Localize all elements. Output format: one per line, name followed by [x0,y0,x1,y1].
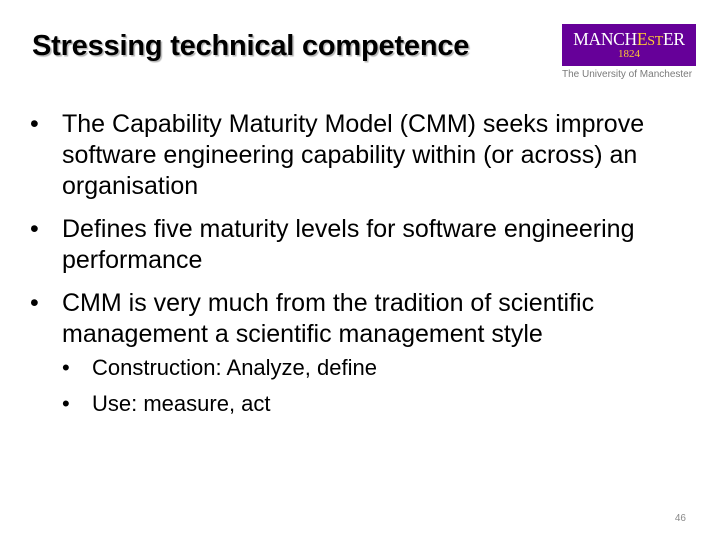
sub-bullet-item: • Use: measure, act [62,390,690,418]
university-logo: MANCHESTER 1824 The University of Manche… [562,24,696,80]
logo-year: 1824 [618,48,640,60]
sub-bullet-text: Construction: Analyze, define [92,355,377,380]
sub-bullet-text: Use: measure, act [92,391,271,416]
bullet-list: • The Capability Maturity Model (CMM) se… [30,109,690,430]
bullet-dot-icon: • [30,289,39,317]
sub-bullet-item: • Construction: Analyze, define [62,354,690,382]
page-number: 46 [674,513,686,524]
logo-badge: MANCHESTER 1824 [562,24,696,66]
sub-bullet-list: • Construction: Analyze, define • Use: m… [62,354,690,418]
bullet-dot-icon: • [30,110,39,138]
bullet-text: CMM is very much from the tradition of s… [62,289,595,348]
bullet-item: • Defines five maturity levels for softw… [30,214,690,276]
bullet-text: The Capability Maturity Model (CMM) seek… [62,110,645,200]
logo-subtitle: The University of Manchester [562,69,693,80]
bullet-dot-icon: • [30,215,39,243]
bullet-text: Defines five maturity levels for softwar… [62,215,635,274]
slide-title: Stressing technical competence [32,30,470,62]
bullet-dot-icon: • [62,355,70,380]
bullet-item: • The Capability Maturity Model (CMM) se… [30,109,690,202]
bullet-dot-icon: • [62,391,70,416]
logo-wordmark: MANCHESTER [573,29,685,49]
bullet-item: • CMM is very much from the tradition of… [30,288,690,418]
